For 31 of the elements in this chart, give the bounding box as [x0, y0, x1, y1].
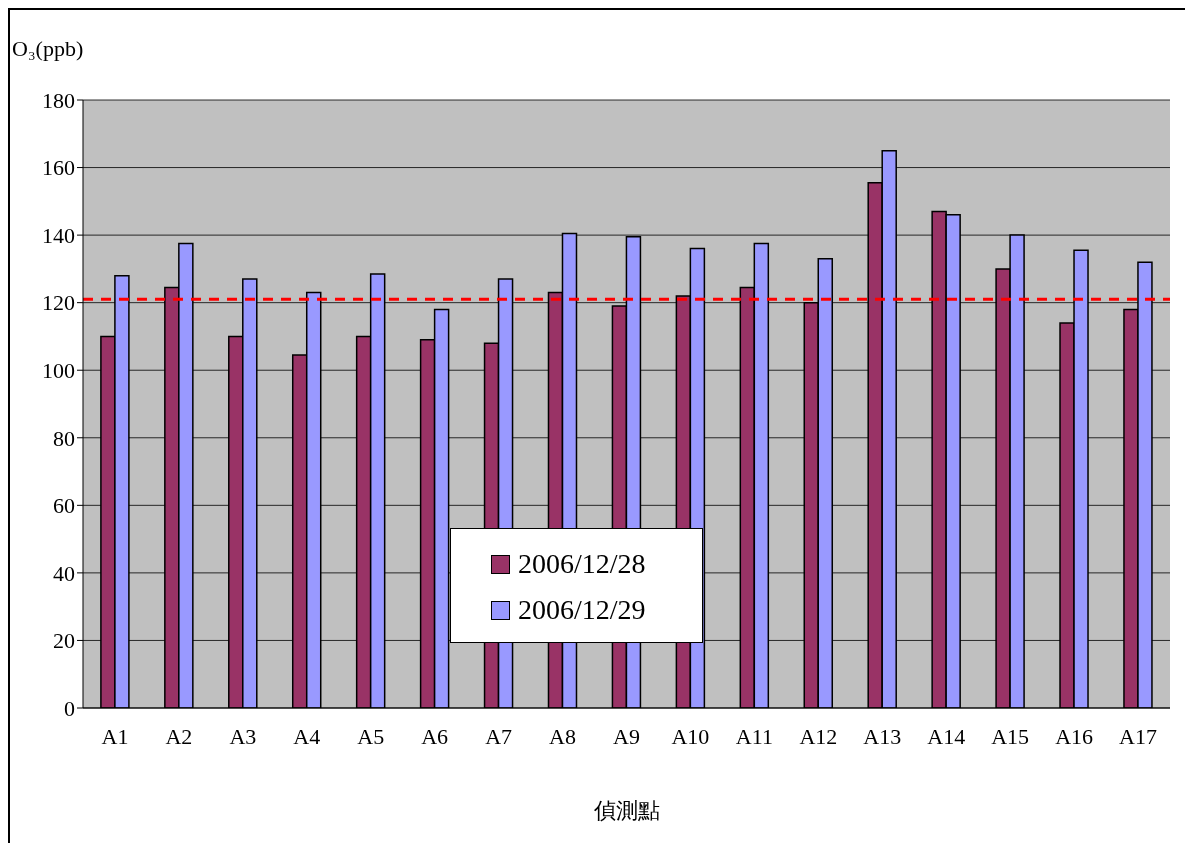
y-axis-title: O₃(ppb): [12, 36, 84, 62]
x-tick-label: A15: [991, 723, 1030, 749]
x-tick-label: A13: [863, 723, 902, 749]
y-tick-label: 0: [64, 695, 75, 721]
x-tick-label: A10: [671, 723, 710, 749]
x-tick-label: A7: [485, 723, 513, 749]
x-axis-title: 偵測點: [592, 798, 660, 823]
x-tick-label: A1: [101, 723, 129, 749]
x-tick-label: A6: [421, 723, 449, 749]
x-tick-label: A3: [229, 723, 257, 749]
x-tick-label: A12: [799, 723, 838, 749]
y-tick-label: 140: [42, 222, 75, 248]
legend-label: 2006/12/29: [518, 594, 646, 626]
x-tick-label: A9: [613, 723, 640, 749]
y-tick-label: 120: [42, 290, 75, 316]
x-tick-label: A16: [1055, 723, 1094, 749]
x-tick-label: A8: [549, 723, 576, 749]
y-tick-label: 80: [53, 425, 75, 451]
x-tick-label: A4: [293, 723, 321, 749]
y-tick-label: 20: [53, 628, 75, 654]
x-tick-label: A2: [165, 723, 193, 749]
x-tick-label: A5: [357, 723, 385, 749]
x-tick-label: A14: [927, 723, 966, 749]
y-tick-label: 60: [53, 493, 75, 519]
legend-label: 2006/12/28: [518, 548, 646, 580]
x-tick-label: A11: [735, 723, 773, 749]
y-tick-label: 160: [42, 155, 75, 181]
x-tick-label: A17: [1119, 723, 1157, 749]
y-tick-label: 180: [42, 87, 75, 113]
y-tick-label: 40: [53, 560, 75, 586]
y-tick-label: 100: [42, 358, 75, 384]
